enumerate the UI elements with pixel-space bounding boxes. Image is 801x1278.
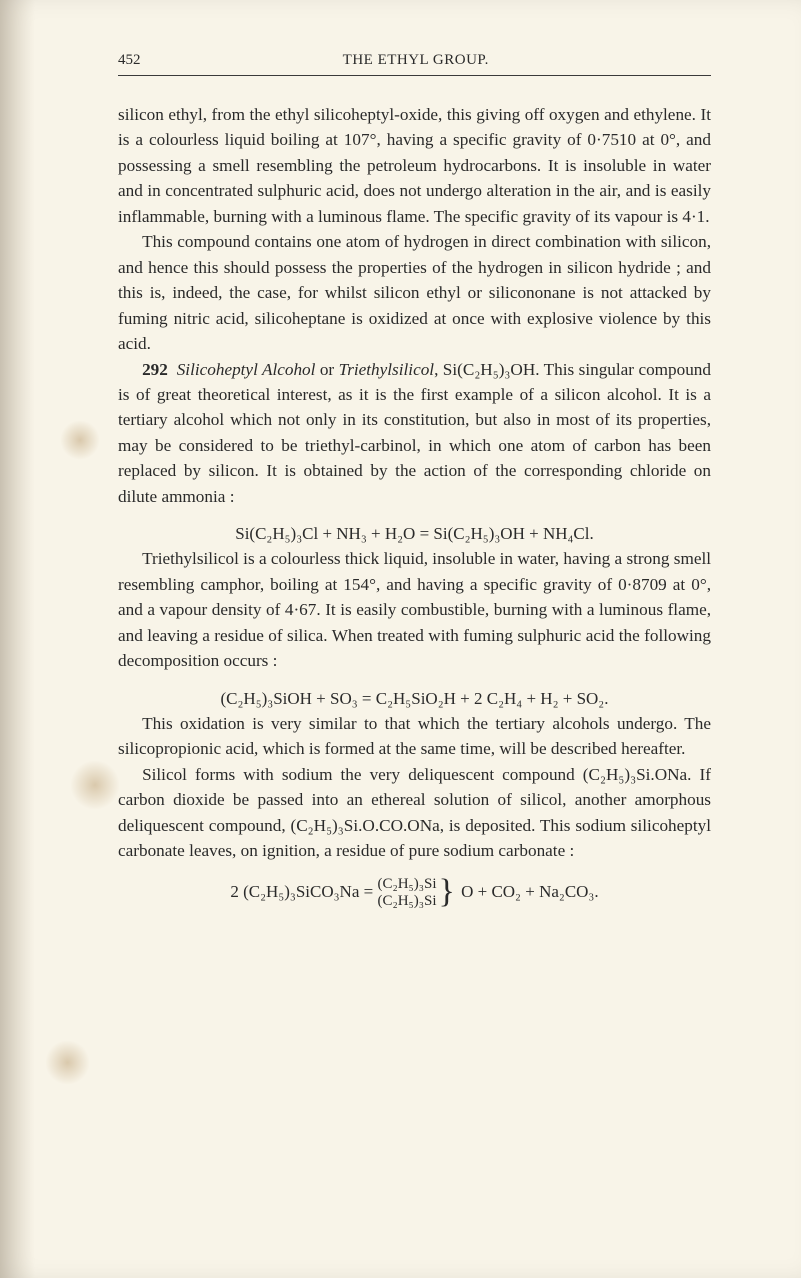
equation-2: (C₂H₅)₃SiOH + SO₃ = C₂H₅SiO₂H + 2 C₂H₄ +… <box>118 686 711 711</box>
eq3-brace-block: (C₂H₅)₃Si(C₂H₅)₃Si} <box>377 876 456 911</box>
equation-3: 2 (C₂H₅)₃SiCO₃Na = (C₂H₅)₃Si(C₂H₅)₃Si} O… <box>118 876 711 911</box>
inline-formula: , Si(C₂H₅)₃OH. <box>434 360 544 379</box>
eq3-stack-top: (C₂H₅)₃Si <box>377 876 436 893</box>
section-number: 292 <box>142 360 168 379</box>
paragraph-1: silicon ethyl, from the ethyl silicohept… <box>118 102 711 229</box>
eq3-left: 2 (C₂H₅)₃SiCO₃Na = <box>230 882 377 901</box>
equation-1: Si(C₂H₅)₃Cl + NH₃ + H₂O = Si(C₂H₅)₃OH + … <box>118 521 711 546</box>
paragraph-3-rest: This singular compound is of great theor… <box>118 360 711 506</box>
running-header: 452 THE ETHYL GROUP. <box>118 52 711 69</box>
header-rule <box>118 75 711 76</box>
term-triethylsilicol: Triethylsilicol <box>339 360 435 379</box>
eq3-stack: (C₂H₅)₃Si(C₂H₅)₃Si <box>377 876 436 911</box>
paragraph-2: This compound contains one atom of hydro… <box>118 229 711 356</box>
page-number: 452 <box>118 52 141 69</box>
text-or: or <box>315 360 338 379</box>
body-text: silicon ethyl, from the ethyl silicohept… <box>118 102 711 910</box>
paragraph-4: Triethylsilicol is a colourless thick li… <box>118 546 711 673</box>
eq3-right: O + CO₂ + Na₂CO₃. <box>457 882 599 901</box>
term-silicoheptyl-alcohol: Silicoheptyl Alcohol <box>177 360 316 379</box>
paragraph-6: Silicol forms with sodium the very deliq… <box>118 762 711 864</box>
eq3-stack-bottom: (C₂H₅)₃Si <box>377 893 436 910</box>
paragraph-3: 292 Silicoheptyl Alcohol or Triethylsili… <box>118 357 711 510</box>
big-brace-icon: } <box>439 877 455 908</box>
running-title: THE ETHYL GROUP. <box>343 52 489 69</box>
paragraph-5: This oxidation is very similar to that w… <box>118 711 711 762</box>
page: 452 THE ETHYL GROUP. silicon ethyl, from… <box>0 0 801 1278</box>
